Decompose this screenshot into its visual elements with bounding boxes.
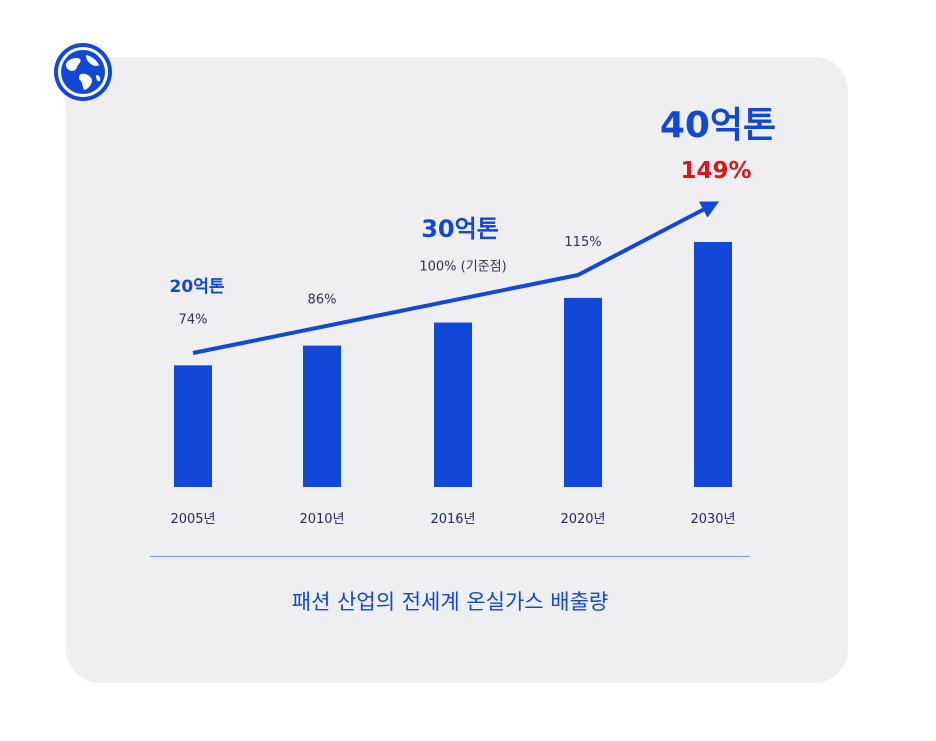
amount-label-2016: 30억톤	[421, 215, 499, 243]
bar-0	[174, 365, 212, 487]
x-tick-label: 2005년	[170, 512, 215, 527]
amount-label-2030: 40억톤	[660, 105, 776, 146]
divider-line	[150, 556, 750, 557]
bar-2	[434, 322, 472, 487]
highlight-percent-label: 149%	[680, 158, 751, 184]
bar-3	[564, 297, 602, 487]
amount-label-2005: 20억톤	[170, 277, 225, 297]
x-tick-label: 2010년	[299, 512, 344, 527]
bar-1	[303, 345, 341, 487]
x-tick-label: 2030년	[690, 512, 735, 527]
x-tick-label: 2020년	[560, 512, 605, 527]
percent-label: 86%	[308, 293, 337, 308]
x-tick-label: 2016년	[430, 512, 475, 527]
chart-title: 패션 산업의 전세계 온실가스 배출량	[291, 590, 609, 614]
bar-4	[694, 242, 732, 487]
trend-arrow	[192, 201, 720, 355]
percent-label: 74%	[179, 312, 208, 327]
percent-label: 100% (기준점)	[419, 260, 506, 275]
globe-icon	[54, 43, 112, 101]
percent-label: 115%	[564, 235, 601, 250]
